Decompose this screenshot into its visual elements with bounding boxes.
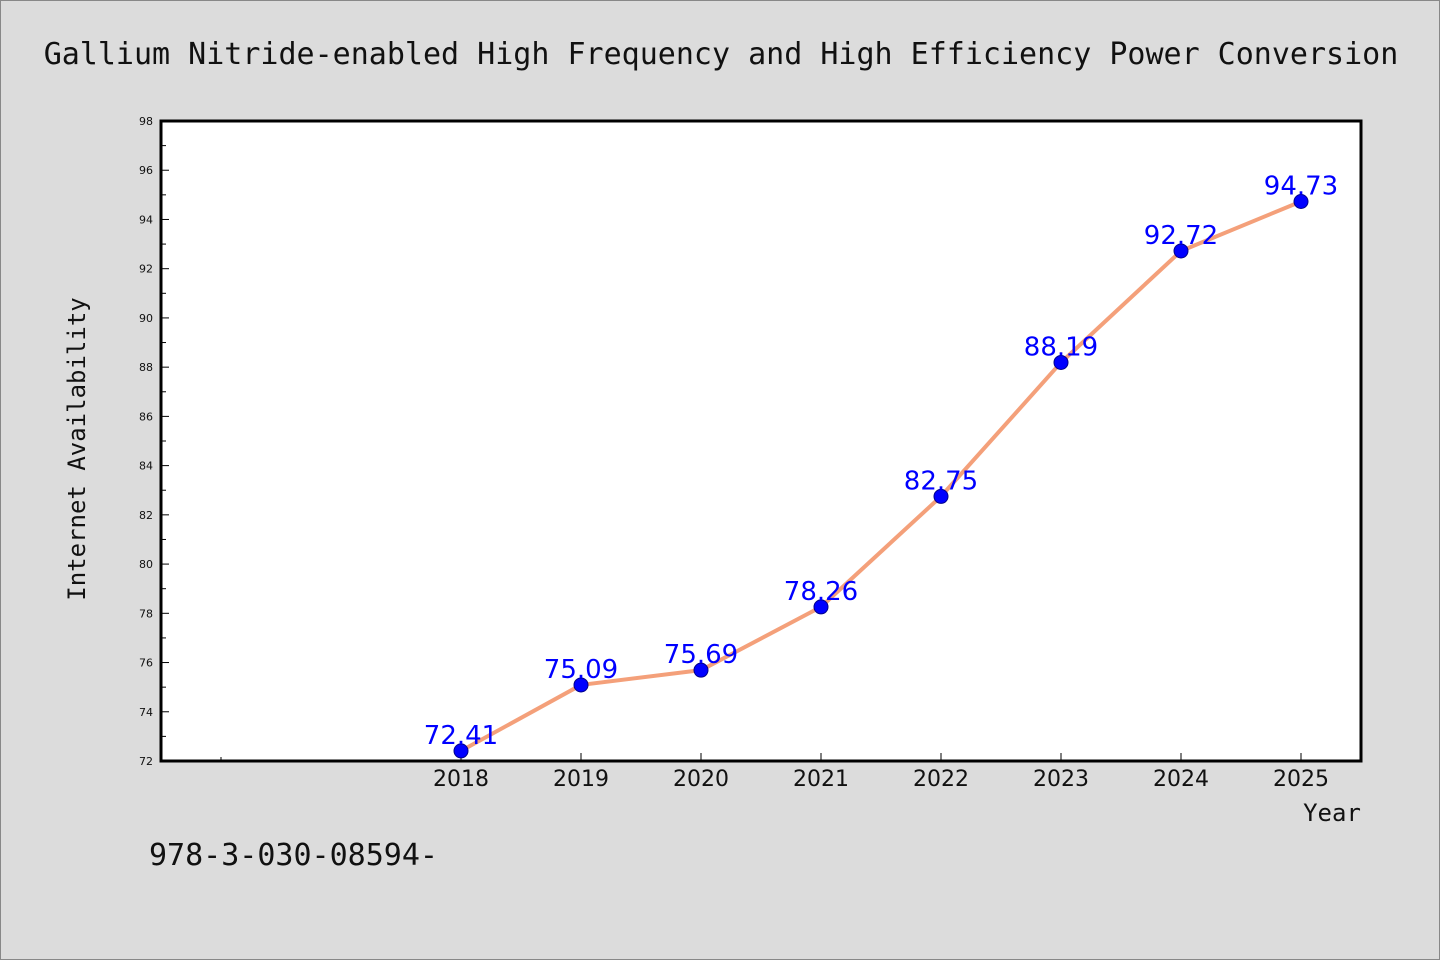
y-tick-label: 72 — [139, 755, 153, 768]
x-tick-label: 2025 — [1273, 767, 1329, 792]
data-label: 82.75 — [904, 466, 978, 496]
data-label: 75.69 — [664, 640, 738, 670]
y-tick-label: 80 — [139, 558, 153, 571]
data-point — [1053, 354, 1069, 370]
data-point — [1293, 193, 1309, 209]
series-line — [460, 199, 1302, 753]
x-tick-label: 2021 — [793, 767, 849, 792]
data-point — [693, 662, 709, 678]
chart-title: Gallium Nitride-enabled High Frequency a… — [44, 37, 1399, 72]
data-label: 75.09 — [544, 655, 618, 685]
x-tick-label: 2024 — [1153, 767, 1209, 792]
y-tick-label: 78 — [139, 607, 153, 620]
y-tick-label: 96 — [139, 164, 153, 177]
data-label: 92.72 — [1144, 221, 1218, 251]
y-tick-label: 84 — [139, 460, 153, 473]
y-tick-label: 74 — [139, 706, 153, 719]
y-tick-label: 98 — [139, 115, 153, 128]
x-axis-label: Year — [1303, 799, 1361, 827]
data-point — [453, 743, 469, 759]
data-point — [1173, 243, 1189, 259]
x-tick-label: 2023 — [1033, 767, 1089, 792]
data-point — [813, 599, 829, 615]
data-point — [573, 677, 589, 693]
data-label: 88.19 — [1024, 332, 1098, 362]
y-tick-label: 92 — [139, 263, 153, 276]
x-tick-label: 2019 — [553, 767, 609, 792]
y-tick-label: 94 — [139, 213, 153, 226]
y-tick-label: 76 — [139, 657, 153, 670]
x-tick-label: 2022 — [913, 767, 969, 792]
series-line-layer — [460, 199, 1302, 753]
plot-area — [159, 119, 1363, 763]
footnote-text: 978-3-030-08594- — [149, 838, 438, 873]
y-tick-label: 88 — [139, 361, 153, 374]
data-label: 94.73 — [1264, 171, 1338, 201]
data-point — [933, 488, 949, 504]
axes: 72 74 76 78 80 82 84 86 88 90 92 94 96 98 2018 2019 2020… — [139, 115, 1363, 792]
x-tick-label: 2020 — [673, 767, 729, 792]
data-label: 78.26 — [784, 577, 858, 607]
y-tick-label: 90 — [139, 312, 153, 325]
x-tick-label: 2018 — [433, 767, 489, 792]
data-points — [453, 193, 1309, 759]
y-axis-label: Internet Availability — [63, 297, 91, 600]
data-labels: 72.41 75.09 75.69 78.26 82.75 88.19 92.72 94.73 — [424, 171, 1338, 750]
y-tick-label: 86 — [139, 410, 153, 423]
data-label: 72.41 — [424, 721, 498, 751]
y-tick-label: 82 — [139, 509, 153, 522]
